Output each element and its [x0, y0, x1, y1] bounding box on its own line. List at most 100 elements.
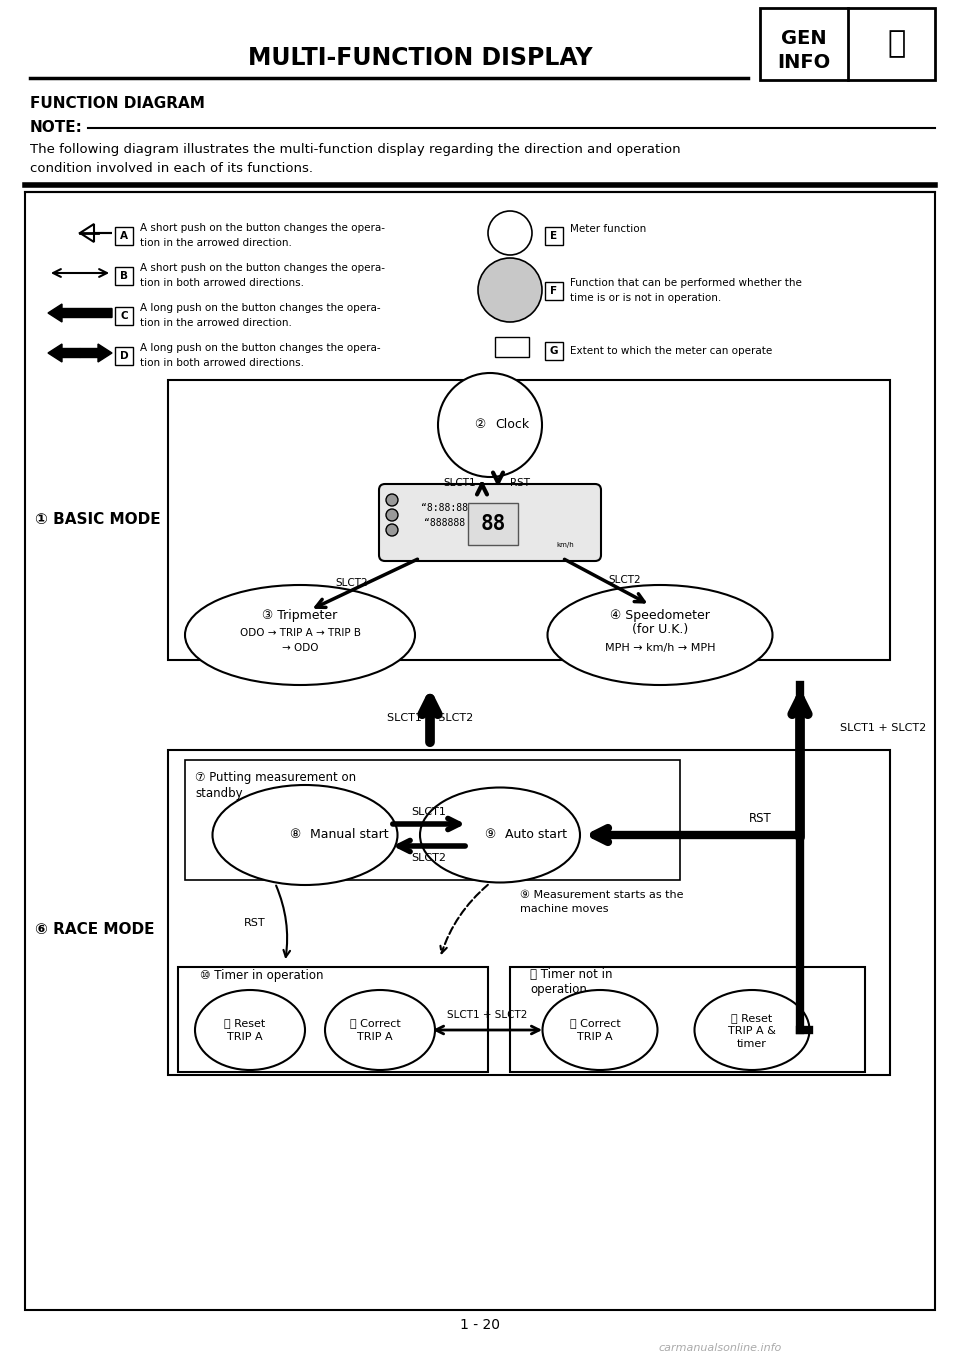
FancyArrow shape	[48, 344, 80, 363]
Bar	[168, 750, 890, 1076]
Text: Clock: Clock	[495, 418, 529, 432]
Text: Function that can be performed whether the: Function that can be performed whether t…	[570, 278, 802, 288]
Text: time is or is not in operation.: time is or is not in operation.	[570, 293, 721, 303]
Text: Manual start: Manual start	[310, 828, 389, 842]
Text: ⑬ Timer not in: ⑬ Timer not in	[530, 968, 612, 982]
Circle shape	[386, 524, 398, 536]
Text: G: G	[550, 346, 559, 356]
Bar	[545, 282, 563, 300]
Bar	[495, 337, 529, 357]
Text: ⑮ Reset: ⑮ Reset	[732, 1013, 773, 1023]
Bar	[760, 8, 935, 80]
Text: operation: operation	[530, 983, 587, 997]
Text: A long push on the button changes the opera-: A long push on the button changes the op…	[140, 303, 380, 312]
Bar	[178, 967, 488, 1071]
Text: D: D	[120, 350, 129, 361]
Text: E: E	[550, 231, 558, 240]
Bar	[468, 502, 518, 545]
Text: C: C	[120, 311, 128, 320]
Text: TRIP A: TRIP A	[228, 1032, 263, 1042]
Ellipse shape	[547, 585, 773, 684]
Text: GEN: GEN	[781, 29, 827, 48]
Bar	[115, 227, 133, 244]
Ellipse shape	[185, 585, 415, 684]
Text: ⑧: ⑧	[289, 828, 300, 842]
Text: ⑩ Timer in operation: ⑩ Timer in operation	[200, 968, 324, 982]
Text: ④ Speedometer: ④ Speedometer	[610, 608, 710, 622]
Text: ⑨ Measurement starts as the: ⑨ Measurement starts as the	[520, 889, 684, 900]
Text: TRIP A: TRIP A	[357, 1032, 393, 1042]
Text: tion in both arrowed directions.: tion in both arrowed directions.	[140, 359, 304, 368]
Text: A short push on the button changes the opera-: A short push on the button changes the o…	[140, 223, 385, 234]
Bar	[168, 380, 890, 660]
Circle shape	[478, 258, 542, 322]
Text: “8:88:88: “8:88:88	[421, 502, 468, 513]
Text: ⑫ Correct: ⑫ Correct	[349, 1018, 400, 1028]
Bar	[115, 348, 133, 365]
Text: FUNCTION DIAGRAM: FUNCTION DIAGRAM	[30, 95, 204, 110]
Text: RST: RST	[749, 812, 772, 824]
Text: ②: ②	[473, 418, 485, 432]
Text: A short push on the button changes the opera-: A short push on the button changes the o…	[140, 263, 385, 273]
Circle shape	[386, 494, 398, 507]
Text: MPH → km/h → MPH: MPH → km/h → MPH	[605, 642, 715, 653]
Text: tion in the arrowed direction.: tion in the arrowed direction.	[140, 238, 292, 249]
Text: F: F	[550, 287, 558, 296]
Text: Auto start: Auto start	[505, 828, 567, 842]
Bar	[185, 760, 680, 880]
Text: tion in both arrowed directions.: tion in both arrowed directions.	[140, 278, 304, 288]
Text: ① BASIC MODE: ① BASIC MODE	[35, 512, 160, 527]
Text: 88: 88	[480, 513, 506, 534]
Text: ⑪ Reset: ⑪ Reset	[225, 1018, 266, 1028]
Text: carmanualsonline.info: carmanualsonline.info	[659, 1343, 781, 1353]
Ellipse shape	[420, 788, 580, 883]
Text: ODO → TRIP A → TRIP B: ODO → TRIP A → TRIP B	[239, 627, 361, 638]
Bar	[115, 307, 133, 325]
Text: ⑭ Correct: ⑭ Correct	[569, 1018, 620, 1028]
Circle shape	[488, 210, 532, 255]
Text: tion in the arrowed direction.: tion in the arrowed direction.	[140, 318, 292, 329]
Text: (for U.K.): (for U.K.)	[632, 623, 688, 637]
Bar	[115, 268, 133, 285]
Text: SLCT2: SLCT2	[412, 853, 446, 862]
Bar	[25, 191, 935, 1310]
Text: standby: standby	[195, 786, 243, 800]
Text: RST: RST	[244, 918, 266, 928]
Text: ⑦ Putting measurement on: ⑦ Putting measurement on	[195, 771, 356, 785]
FancyBboxPatch shape	[379, 483, 601, 561]
Text: SLCT1: SLCT1	[412, 807, 446, 818]
Text: ③ Tripmeter: ③ Tripmeter	[262, 608, 338, 622]
Bar	[510, 967, 865, 1071]
Text: SLCT2: SLCT2	[336, 579, 369, 588]
Text: ⑨: ⑨	[484, 828, 495, 842]
Text: SLCT1 + SLCT2: SLCT1 + SLCT2	[446, 1010, 527, 1020]
Text: “888888: “888888	[424, 517, 466, 528]
Text: machine moves: machine moves	[520, 904, 609, 914]
Text: km/h: km/h	[556, 542, 574, 549]
Circle shape	[438, 373, 542, 477]
Text: SLCT1 + SLCT2: SLCT1 + SLCT2	[840, 722, 926, 733]
Text: SLCT1: SLCT1	[444, 478, 476, 488]
Text: INFO: INFO	[778, 53, 830, 72]
Text: Meter function: Meter function	[570, 224, 646, 234]
Text: ⑥ RACE MODE: ⑥ RACE MODE	[35, 922, 155, 937]
Text: A: A	[120, 231, 128, 240]
Text: condition involved in each of its functions.: condition involved in each of its functi…	[30, 162, 313, 174]
Text: The following diagram illustrates the multi-function display regarding the direc: The following diagram illustrates the mu…	[30, 144, 681, 156]
Text: B: B	[120, 272, 128, 281]
Ellipse shape	[542, 990, 658, 1070]
Text: Extent to which the meter can operate: Extent to which the meter can operate	[570, 346, 772, 356]
Text: A long push on the button changes the opera-: A long push on the button changes the op…	[140, 344, 380, 353]
Ellipse shape	[694, 990, 809, 1070]
Text: → ODO: → ODO	[281, 642, 319, 653]
Circle shape	[386, 509, 398, 521]
Ellipse shape	[195, 990, 305, 1070]
Ellipse shape	[212, 785, 397, 885]
Text: RST: RST	[510, 478, 530, 488]
Text: 1 - 20: 1 - 20	[460, 1319, 500, 1332]
Text: SLCT2: SLCT2	[609, 574, 641, 585]
Text: 🏍: 🏍	[888, 30, 906, 58]
Text: TRIP A: TRIP A	[577, 1032, 612, 1042]
Bar	[545, 342, 563, 360]
Ellipse shape	[325, 990, 435, 1070]
